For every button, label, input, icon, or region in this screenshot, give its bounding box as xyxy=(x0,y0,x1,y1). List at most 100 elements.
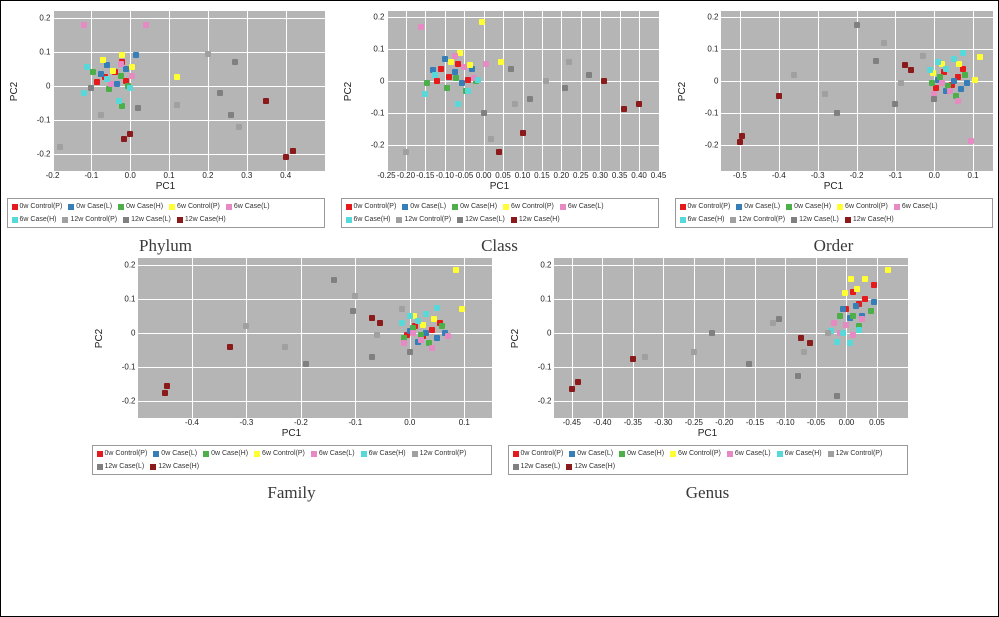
data-point xyxy=(739,133,745,139)
data-point xyxy=(143,22,149,28)
legend-label: 6w Case(H) xyxy=(785,449,822,458)
legend-swatch-icon xyxy=(346,217,352,223)
x-tick-label: 0.10 xyxy=(515,171,531,180)
legend-item: 12w Control(P) xyxy=(412,449,467,458)
data-point xyxy=(862,276,868,282)
legend-label: 12w Case(H) xyxy=(574,462,615,471)
legend-item: 0w Case(H) xyxy=(203,449,248,458)
x-tick-label: 0.1 xyxy=(459,418,470,427)
legend-label: 6w Case(L) xyxy=(568,202,604,211)
data-point xyxy=(129,73,135,79)
panel-row-bottom: PC2-0.2-0.100.10.2-0.4-0.3-0.2-0.10.00.1… xyxy=(9,258,990,503)
legend-item: 6w Control(P) xyxy=(254,449,305,458)
legend: 0w Control(P)0w Case(L)0w Case(H)6w Cont… xyxy=(508,445,908,475)
legend-item: 6w Case(H) xyxy=(346,215,391,224)
data-point xyxy=(842,290,848,296)
legend-label: 0w Case(H) xyxy=(126,202,163,211)
data-point xyxy=(415,318,421,324)
data-point xyxy=(566,59,572,65)
legend-label: 12w Case(L) xyxy=(521,462,561,471)
data-point xyxy=(908,67,914,73)
panel-caption: Family xyxy=(267,483,315,503)
legend-swatch-icon xyxy=(12,217,18,223)
y-tick-label: 0 xyxy=(131,329,135,338)
data-point xyxy=(94,79,100,85)
legend-swatch-icon xyxy=(560,204,566,210)
data-point xyxy=(401,340,407,346)
data-point xyxy=(452,69,458,75)
legend-item: 12w Case(L) xyxy=(97,462,145,471)
legend-swatch-icon xyxy=(457,217,463,223)
x-tick-label: -0.5 xyxy=(733,171,747,180)
y-axis-label: PC2 xyxy=(7,11,23,171)
data-point xyxy=(498,59,504,65)
legend-label: 0w Control(P) xyxy=(521,449,564,458)
data-point xyxy=(467,62,473,68)
data-point xyxy=(885,267,891,273)
legend-label: 12w Case(H) xyxy=(158,462,199,471)
data-point xyxy=(445,333,451,339)
data-point xyxy=(825,330,831,336)
data-point xyxy=(807,340,813,346)
data-point xyxy=(57,144,63,150)
y-tick-label: 0.2 xyxy=(373,13,384,22)
plot-area-class xyxy=(387,11,659,171)
data-point xyxy=(481,110,487,116)
data-point xyxy=(410,330,416,336)
data-point xyxy=(834,393,840,399)
legend-label: 12w Control(P) xyxy=(738,215,785,224)
y-tick-label: 0.2 xyxy=(707,13,718,22)
data-point xyxy=(100,57,106,63)
x-tick-label: 0.1 xyxy=(968,171,979,180)
data-point xyxy=(434,305,440,311)
y-tick-label: -0.1 xyxy=(705,109,719,118)
x-tick-label: -0.3 xyxy=(811,171,825,180)
legend-label: 0w Case(L) xyxy=(161,449,197,458)
x-tick-label: 0.4 xyxy=(280,171,291,180)
legend-label: 12w Case(H) xyxy=(185,215,226,224)
data-point xyxy=(920,53,926,59)
legend-label: 0w Case(L) xyxy=(744,202,780,211)
data-point xyxy=(862,296,868,302)
data-point xyxy=(873,58,879,64)
y-tick-label: -0.2 xyxy=(122,397,136,406)
legend-item: 6w Case(L) xyxy=(226,202,270,211)
data-point xyxy=(110,68,116,74)
x-tick-label: 0.05 xyxy=(869,418,885,427)
x-tick-label: -0.1 xyxy=(348,418,362,427)
legend-swatch-icon xyxy=(169,204,175,210)
legend-label: 6w Case(H) xyxy=(20,215,57,224)
x-ticks: -0.5-0.4-0.3-0.2-0.10.00.1 xyxy=(721,171,993,183)
data-point xyxy=(374,332,380,338)
legend: 0w Control(P)0w Case(L)0w Case(H)6w Cont… xyxy=(341,198,659,228)
legend-swatch-icon xyxy=(828,451,834,457)
legend-label: 6w Case(L) xyxy=(902,202,938,211)
legend-item: 0w Case(L) xyxy=(153,449,197,458)
legend-swatch-icon xyxy=(894,204,900,210)
x-tick-label: 0.20 xyxy=(554,171,570,180)
data-point xyxy=(434,335,440,341)
data-point xyxy=(512,101,518,107)
y-ticks: -0.2-0.100.10.2 xyxy=(108,258,138,418)
legend-label: 0w Case(L) xyxy=(76,202,112,211)
y-ticks: -0.2-0.100.10.2 xyxy=(691,11,721,171)
y-tick-label: 0.1 xyxy=(540,295,551,304)
legend-swatch-icon xyxy=(12,204,18,210)
data-point xyxy=(127,85,133,91)
data-point xyxy=(892,101,898,107)
x-tick-label: -0.3 xyxy=(240,418,254,427)
data-point xyxy=(854,22,860,28)
data-point xyxy=(174,74,180,80)
data-point xyxy=(776,93,782,99)
x-tick-label: -0.1 xyxy=(888,171,902,180)
data-point xyxy=(859,316,865,322)
y-tick-label: 0 xyxy=(547,329,551,338)
legend-item: 6w Case(H) xyxy=(777,449,822,458)
y-axis-label: PC2 xyxy=(675,11,691,171)
x-tick-label: -0.15 xyxy=(746,418,764,427)
data-point xyxy=(133,52,139,58)
legend: 0w Control(P)0w Case(L)0w Case(H)6w Cont… xyxy=(7,198,325,228)
data-point xyxy=(90,69,96,75)
legend-label: 12w Case(L) xyxy=(465,215,505,224)
data-point xyxy=(446,74,452,80)
